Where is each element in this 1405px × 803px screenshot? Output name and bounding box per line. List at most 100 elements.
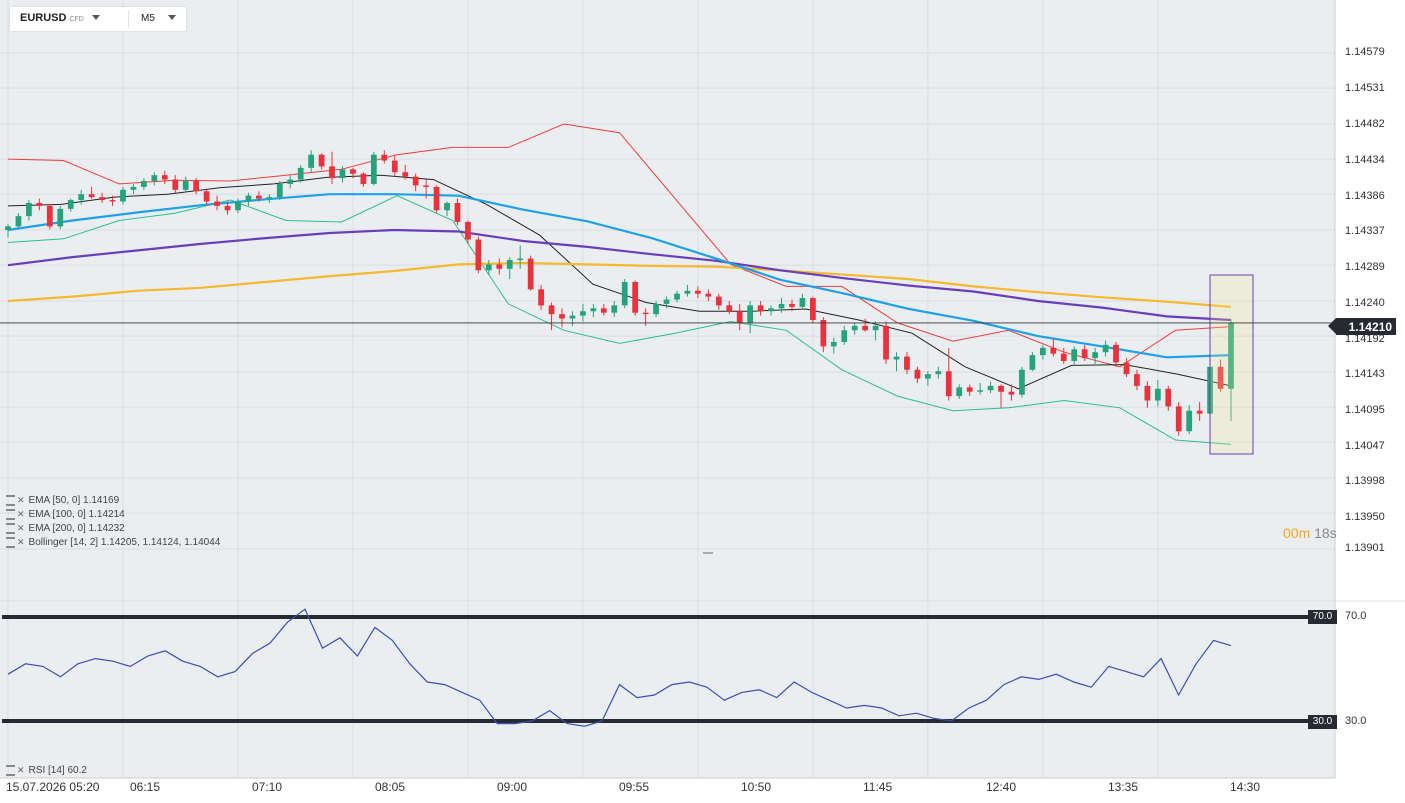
- timeframe-selector[interactable]: M5: [141, 13, 155, 24]
- settings-icon[interactable]: [6, 508, 15, 520]
- candle-body[interactable]: [736, 311, 743, 323]
- candle-body[interactable]: [381, 154, 388, 161]
- candle-body[interactable]: [810, 298, 816, 321]
- candle-body[interactable]: [830, 341, 837, 347]
- candle-body[interactable]: [224, 205, 231, 211]
- candle-body[interactable]: [914, 369, 921, 379]
- candle-body[interactable]: [789, 303, 795, 307]
- candle-body[interactable]: [987, 385, 994, 391]
- candle-body[interactable]: [506, 260, 513, 269]
- candle-body[interactable]: [130, 186, 137, 190]
- candle-body[interactable]: [151, 175, 158, 182]
- candle-body[interactable]: [266, 197, 273, 199]
- candle-body[interactable]: [1039, 347, 1046, 356]
- candle-body[interactable]: [1092, 352, 1098, 359]
- candle-body[interactable]: [966, 387, 973, 392]
- candle-body[interactable]: [454, 202, 461, 222]
- candle-body[interactable]: [705, 293, 712, 297]
- candle-body[interactable]: [255, 195, 262, 199]
- candle-body[interactable]: [329, 166, 335, 179]
- candle-body[interactable]: [78, 194, 85, 201]
- candle-body[interactable]: [391, 160, 398, 173]
- candle-body[interactable]: [308, 154, 315, 168]
- candle-body[interactable]: [1071, 349, 1078, 361]
- candle-body[interactable]: [977, 390, 984, 392]
- candle-body[interactable]: [423, 185, 429, 187]
- candle-body[interactable]: [1144, 385, 1151, 401]
- candle-body[interactable]: [1050, 347, 1057, 354]
- candle-body[interactable]: [5, 226, 11, 231]
- candle-body[interactable]: [757, 305, 764, 312]
- candle-body[interactable]: [945, 371, 952, 397]
- candle-body[interactable]: [559, 314, 565, 319]
- close-icon[interactable]: ✕: [17, 537, 25, 547]
- candle-body[interactable]: [956, 387, 963, 397]
- close-icon[interactable]: ✕: [17, 523, 25, 533]
- candle-body[interactable]: [1029, 355, 1036, 370]
- settings-icon[interactable]: [6, 522, 15, 534]
- candle-body[interactable]: [412, 176, 419, 186]
- close-icon[interactable]: ✕: [17, 509, 25, 519]
- candle-body[interactable]: [360, 173, 367, 184]
- candle-body[interactable]: [1175, 406, 1182, 432]
- candle-body[interactable]: [527, 258, 534, 290]
- candle-body[interactable]: [193, 181, 200, 192]
- candle-body[interactable]: [485, 264, 492, 271]
- candle-body[interactable]: [1217, 366, 1224, 389]
- candle-body[interactable]: [496, 264, 503, 269]
- settings-icon[interactable]: [6, 764, 15, 776]
- symbol-selector[interactable]: EURUSD CFD: [20, 12, 84, 24]
- candle-body[interactable]: [632, 281, 639, 313]
- candle-body[interactable]: [161, 175, 168, 180]
- candle-body[interactable]: [444, 202, 450, 211]
- candle-body[interactable]: [1060, 353, 1067, 361]
- candle-body[interactable]: [15, 216, 22, 227]
- candle-body[interactable]: [1113, 344, 1119, 363]
- candle-body[interactable]: [590, 308, 597, 312]
- candle-body[interactable]: [726, 305, 733, 312]
- candle-body[interactable]: [57, 208, 64, 227]
- candle-body[interactable]: [287, 179, 294, 184]
- candle-body[interactable]: [580, 311, 586, 316]
- candle-body[interactable]: [1008, 391, 1015, 395]
- candle-body[interactable]: [851, 325, 858, 331]
- candle-body[interactable]: [799, 298, 806, 307]
- candle-body[interactable]: [893, 356, 900, 360]
- candle-body[interactable]: [1081, 349, 1088, 359]
- candle-body[interactable]: [203, 191, 210, 202]
- candle-body[interactable]: [465, 221, 471, 240]
- candle-body[interactable]: [120, 189, 126, 202]
- candle-body[interactable]: [172, 179, 179, 190]
- candle-body[interactable]: [841, 330, 848, 342]
- candle-body[interactable]: [872, 325, 879, 331]
- candle-body[interactable]: [517, 258, 524, 261]
- candle-body[interactable]: [318, 154, 325, 167]
- candle-body[interactable]: [1186, 410, 1193, 432]
- candle-body[interactable]: [747, 305, 754, 323]
- candle-body[interactable]: [538, 289, 544, 306]
- candle-body[interactable]: [684, 290, 691, 294]
- candle-body[interactable]: [141, 181, 147, 187]
- candle-body[interactable]: [235, 201, 241, 211]
- candle-body[interactable]: [548, 305, 555, 315]
- candle-body[interactable]: [339, 169, 346, 179]
- candle-body[interactable]: [820, 320, 827, 347]
- candle-body[interactable]: [569, 315, 576, 319]
- candle-body[interactable]: [370, 154, 377, 184]
- candle-body[interactable]: [475, 239, 482, 271]
- candle-body[interactable]: [1134, 374, 1140, 386]
- candle-body[interactable]: [1228, 322, 1234, 389]
- candle-body[interactable]: [402, 172, 409, 177]
- candle-body[interactable]: [46, 205, 53, 227]
- candle-body[interactable]: [924, 374, 931, 379]
- candle-body[interactable]: [99, 197, 105, 201]
- candle-body[interactable]: [214, 201, 220, 206]
- candle-body[interactable]: [245, 195, 252, 202]
- candle-body[interactable]: [653, 303, 659, 315]
- settings-icon[interactable]: [6, 494, 15, 506]
- chevron-down-icon[interactable]: [92, 15, 100, 20]
- close-icon[interactable]: ✕: [17, 765, 25, 775]
- candle-body[interactable]: [778, 303, 785, 309]
- candle-body[interactable]: [433, 186, 440, 211]
- candles[interactable]: [5, 150, 1234, 436]
